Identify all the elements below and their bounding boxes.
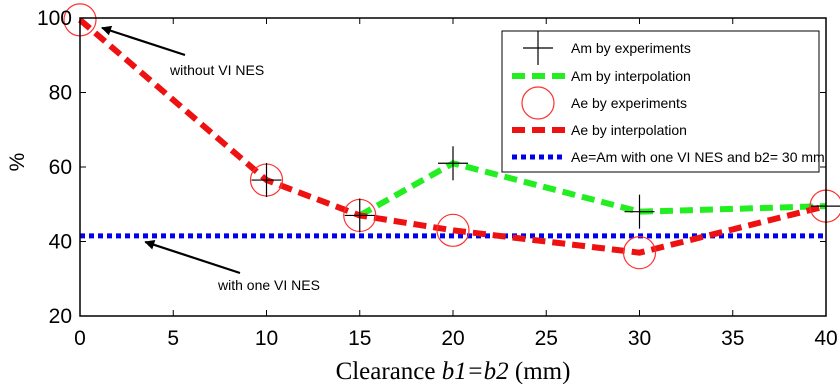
legend-item-1: Am by interpolation: [512, 68, 691, 84]
y-axis-label: %: [6, 153, 29, 172]
y-tick-label: 60: [49, 156, 72, 179]
x-tick-label: 40: [814, 327, 837, 350]
legend-label-2: Ae by experiments: [571, 95, 687, 111]
legend-box: [501, 30, 820, 173]
y-tick-label: 20: [49, 305, 72, 328]
x-tick-label: 35: [721, 327, 744, 350]
legend-item-0: Am by experiments: [523, 31, 691, 65]
legend-label-1: Am by interpolation: [571, 68, 691, 84]
annotation-label-1: with one VI NES: [217, 277, 320, 293]
ae-experiment-marker: [436, 213, 470, 247]
annotation-label-0: without VI NES: [169, 62, 264, 78]
x-tick-label: 0: [74, 327, 86, 350]
am-experiment-marker: [624, 194, 655, 229]
legend-label-3: Ae by interpolation: [571, 122, 687, 138]
series-line-3: [78, 17, 827, 256]
x-tick-label: 5: [167, 327, 179, 350]
series-line-1: [358, 160, 827, 219]
legend-label-0: Am by experiments: [571, 40, 691, 56]
x-axis-label: Clearance b1=b2 (mm): [336, 358, 571, 384]
y-tick-label: 40: [49, 231, 72, 254]
annotation-arrow-1: [144, 239, 241, 275]
am-experiment-marker: [438, 146, 468, 181]
legend-item-4: Ae=Am with one VI NES and b2= 30 mm: [512, 149, 825, 165]
y-tick-label: 100: [37, 7, 72, 30]
y-tick-label: 80: [49, 82, 72, 105]
x-tick-label: 30: [628, 327, 651, 350]
am-experiment-marker: [251, 163, 282, 198]
x-tick-label: 25: [535, 327, 558, 350]
x-tick-label: 10: [255, 327, 278, 350]
legend-label-4: Ae=Am with one VI NES and b2= 30 mm: [571, 149, 825, 165]
x-tick-label: 20: [441, 327, 464, 350]
legend-item-2: Ae by experiments: [521, 86, 687, 120]
ae-experiment-marker: [622, 236, 657, 270]
annotation-arrow-0: [101, 25, 186, 57]
x-tick-label: 15: [348, 327, 371, 350]
am-experiment-marker: [344, 198, 375, 233]
legend-item-3: Ae by interpolation: [512, 122, 687, 138]
